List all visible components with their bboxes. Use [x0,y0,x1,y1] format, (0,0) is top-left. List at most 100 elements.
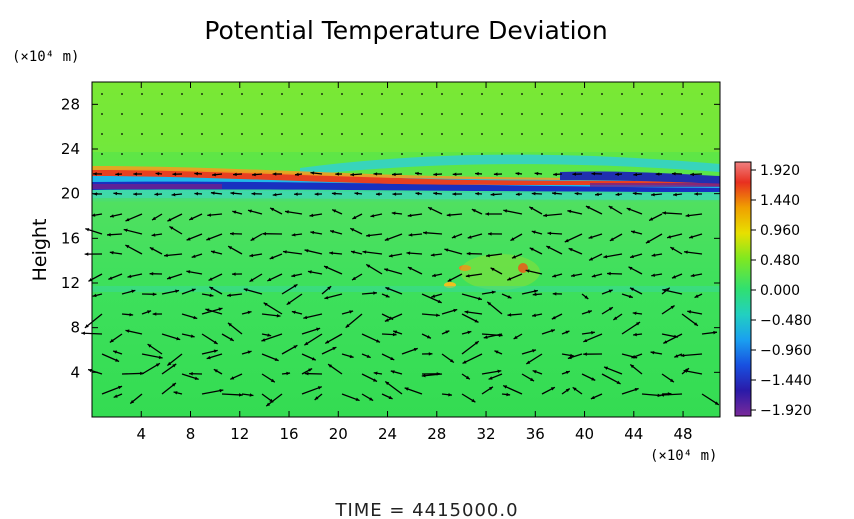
wind-vector [208,273,223,282]
wind-vector [486,301,503,315]
wind-vector [521,93,523,95]
wind-vector [461,293,483,301]
wind-vector [109,251,123,255]
wind-vector [543,213,563,218]
wind-vector [651,273,663,277]
wind-vector [261,313,281,318]
wind-vector [166,353,183,366]
wind-vector [366,233,383,238]
wind-vector [261,373,276,383]
wind-vector [633,172,643,177]
wind-vector [561,370,571,375]
wind-vector [501,153,503,155]
y-tick-label: 28 [61,95,80,113]
wind-vector [633,332,643,337]
wind-vector [401,93,403,95]
wind-vector [101,385,123,395]
wind-vector [513,333,523,340]
wind-vector [194,171,203,176]
wind-vector [671,273,683,279]
wind-vector [133,192,143,196]
wind-vector [141,310,152,315]
wind-vector [323,265,343,275]
wind-vector [612,313,623,321]
wind-vector [341,353,354,359]
wind-vector [607,271,623,276]
y-tick-label: 12 [61,274,80,292]
wind-vector [291,310,303,315]
wind-vector [467,233,483,239]
wind-vector [481,369,502,375]
wind-vector [384,233,403,241]
wind-vector [173,391,183,395]
wind-vector [113,191,123,196]
wind-vector [341,153,343,155]
wind-vector [561,388,571,395]
wind-vector [567,353,583,360]
wind-vector [186,270,203,275]
wind-vector [381,332,397,337]
wind-vector [163,253,183,258]
wind-vector [385,286,403,295]
wind-vector [501,293,512,299]
wind-vector [281,133,283,135]
wind-vector [551,313,563,320]
wind-vector [390,370,403,375]
wind-vector [501,133,503,135]
wind-vector [167,213,183,222]
wind-vector [585,205,603,215]
wind-vector [401,113,403,115]
wind-vector [206,353,223,360]
wind-vector [141,292,157,296]
wind-vector [221,333,235,342]
wind-vector [531,191,543,196]
wind-vector [666,233,683,239]
wind-vector [701,133,703,135]
wind-vector [85,228,103,235]
wind-vector [608,205,623,215]
wind-vector [112,350,123,355]
wind-vector [525,353,543,365]
wind-vector [661,113,663,115]
wind-vector [590,393,603,400]
wind-vector [365,263,383,275]
wind-vector [227,245,243,255]
wind-vector [201,388,224,395]
wind-vector [209,286,223,295]
wind-vector [108,273,123,280]
wind-vector [683,250,703,255]
wind-vector [251,192,263,196]
wind-vector [581,293,589,300]
wind-vector [381,153,383,155]
wind-vector [531,313,543,317]
wind-vector [149,272,163,276]
wind-vector [447,273,463,283]
colorbar-tick-label: −0.480 [760,313,812,329]
wind-vector [335,172,343,176]
wind-vector [567,209,583,215]
wind-vector [324,293,343,300]
wind-vector [421,93,423,95]
wind-vector [431,273,443,278]
tropopause-lower-cyan [92,190,720,200]
wind-vector [349,227,363,235]
wind-vector [427,206,443,215]
x-tick-label: 8 [186,425,196,443]
wind-vector [541,93,543,95]
wind-vector [172,172,183,176]
wind-vector [603,366,623,375]
wind-vector [588,233,603,239]
time-label: TIME = 4415000.0 [334,500,518,519]
wind-vector [155,171,163,176]
yellow-patch [460,254,540,290]
wind-vector [101,93,103,95]
wind-vector [481,113,483,115]
wind-vector [221,153,223,155]
wind-vector [109,213,123,218]
wind-vector [681,93,683,95]
wind-vector [601,113,603,115]
wind-vector [166,273,183,280]
wind-vector [375,192,383,196]
wind-vector [430,253,443,257]
wind-vector [414,171,423,176]
